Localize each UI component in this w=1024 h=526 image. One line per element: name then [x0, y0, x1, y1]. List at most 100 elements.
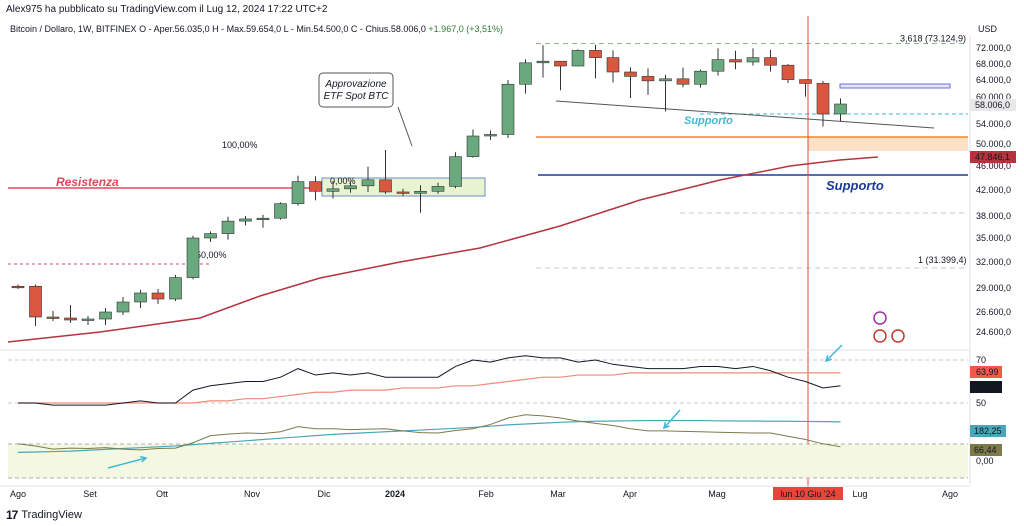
y-tick-label: 29.000,0 [976, 283, 1011, 293]
osc-ma-line [17, 419, 841, 453]
candle-body [239, 218, 252, 222]
x-tick-label: Ago [10, 489, 26, 499]
symbol-name: Bitcoin / Dollaro, 1W, BITFINEX [10, 24, 137, 34]
candle-body [256, 217, 270, 220]
last-price-label: 58.006,0 [975, 100, 1010, 110]
candle-body [309, 181, 322, 192]
candle-body [291, 181, 305, 204]
resistance-label: Resistenza [56, 175, 119, 189]
candle-body [729, 59, 742, 63]
osc-zone [8, 444, 968, 478]
y-tick-label: 68.000,0 [976, 59, 1011, 69]
y-tick-label: 38.000,0 [976, 211, 1011, 221]
x-tick-label: Mar [550, 489, 566, 499]
candle-body [169, 277, 182, 300]
candle-body [816, 83, 830, 115]
fib-label-100: 100,00% [222, 140, 258, 150]
ma-price-label: 47.846,1 [975, 152, 1010, 162]
osc-arrow-icon-head [662, 421, 670, 430]
candle-body [519, 62, 532, 85]
candle-body [99, 311, 112, 320]
candle-body [466, 135, 480, 157]
candle-body [589, 50, 602, 58]
osc-arrow-icon [663, 409, 681, 429]
descending-trendline [555, 100, 935, 129]
support-big-label: Supporto [826, 178, 884, 193]
candle-body [379, 179, 392, 193]
rsi-arrow-icon-head [824, 355, 832, 363]
osc-ma-label: 182,25 [974, 426, 1002, 436]
candle-body [361, 179, 375, 187]
callout-box [318, 72, 394, 108]
osc-tick: 0,00 [976, 456, 994, 466]
candle-body [606, 57, 620, 73]
tradingview-brand: TradingView [21, 509, 82, 521]
tradingview-logo-icon: 17 [6, 508, 18, 522]
event-flag-icon [891, 329, 905, 343]
y-tick-label: 46.000,0 [976, 161, 1011, 171]
osc-arrow-left-icon [107, 457, 147, 469]
fib-label-0: 0,00% [330, 176, 356, 186]
rsi-arrow-icon [825, 344, 843, 362]
candle-body [711, 59, 725, 72]
x-tick-label: Dic [318, 489, 331, 499]
x-tick-label: Mag [708, 489, 726, 499]
osc-ma-badge [970, 425, 1006, 437]
symbol-legend[interactable]: Bitcoin / Dollaro, 1W, BITFINEX O - Aper… [10, 24, 503, 34]
x-tick-label: 2024 [385, 489, 405, 499]
candle-body [81, 318, 95, 321]
candle-body [29, 285, 42, 318]
candle-body [484, 134, 497, 137]
y-tick-label: 24.600,0 [976, 327, 1011, 337]
candle-body [221, 220, 235, 234]
candle-body [676, 78, 690, 85]
candle-body [659, 78, 672, 82]
osc-arrow-left-icon-head [139, 455, 148, 463]
osc-badge [970, 444, 1002, 456]
x-tick-label: Lug [852, 489, 867, 499]
candle-body [799, 79, 812, 84]
candle-body [11, 285, 25, 289]
symbol-change: +1.967,0 (+3,51%) [428, 24, 503, 34]
candle-body [834, 103, 847, 115]
candle-body [204, 233, 217, 239]
candle-body [746, 57, 760, 63]
rsi-badge [970, 381, 1002, 393]
y-tick-label: 26.600,0 [976, 307, 1011, 317]
candle-body [571, 50, 585, 67]
price-moving-average [7, 156, 879, 343]
x-tick-label: Feb [478, 489, 494, 499]
callout-text: ETF Spot BTC [324, 91, 390, 102]
x-tick-label: Apr [623, 489, 637, 499]
y-tick-label: 35.000,0 [976, 233, 1011, 243]
rsi-line [18, 355, 841, 406]
candle-body [186, 237, 200, 278]
fib-label-3618: 3,618 (73.124,9) [900, 34, 966, 44]
resistance-band [839, 83, 951, 89]
event-flag-icon [873, 311, 887, 325]
y-tick-label: 42.000,0 [976, 185, 1011, 195]
candle-body [641, 76, 655, 82]
ma-price-badge [970, 151, 1016, 163]
candle-body [554, 60, 567, 67]
candle-body [396, 191, 410, 194]
event-flag-icon [873, 329, 887, 343]
candle-body [46, 316, 60, 319]
candle-body [449, 156, 462, 187]
y-tick-label: 50.000,0 [976, 139, 1011, 149]
currency-label: USD [978, 24, 998, 34]
candle-body [431, 186, 445, 192]
fib-label-50: 50,00% [196, 250, 227, 260]
fib-label-1: 1 (31.399,4) [918, 255, 967, 265]
y-tick-label: 72.000,0 [976, 43, 1011, 53]
y-tick-label: 54.000,0 [976, 119, 1011, 129]
candles-group [11, 44, 847, 326]
x-tick-label: Set [83, 489, 97, 499]
candle-body [151, 292, 165, 300]
tradingview-footer[interactable]: 17 TradingView [6, 508, 82, 522]
x-tick-label: Ott [156, 489, 169, 499]
rsi-tick: 50 [976, 398, 986, 408]
candle-body [274, 203, 287, 219]
